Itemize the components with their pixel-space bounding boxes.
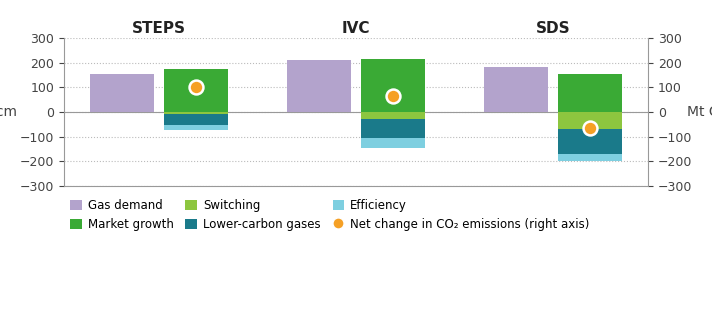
Text: IVC: IVC — [342, 21, 370, 36]
Bar — [90, 74, 154, 112]
Bar — [164, 69, 228, 112]
Bar — [361, 138, 425, 148]
Bar — [558, 74, 622, 112]
Bar — [361, 119, 425, 138]
Y-axis label: Mt CO₂: Mt CO₂ — [688, 105, 712, 119]
Bar — [361, 112, 425, 119]
Bar — [558, 112, 622, 129]
Text: bcm: bcm — [0, 105, 17, 119]
Legend: Gas demand, Market growth, Switching, Lower-carbon gases, Efficiency, Net change: Gas demand, Market growth, Switching, Lo… — [70, 199, 590, 231]
Bar — [558, 129, 622, 154]
Bar — [287, 60, 351, 112]
Text: STEPS: STEPS — [132, 21, 186, 36]
Bar — [164, 112, 228, 115]
Bar — [484, 67, 548, 112]
Bar — [164, 115, 228, 125]
Text: SDS: SDS — [535, 21, 570, 36]
Bar — [164, 125, 228, 131]
Bar — [558, 154, 622, 161]
Bar — [361, 59, 425, 112]
